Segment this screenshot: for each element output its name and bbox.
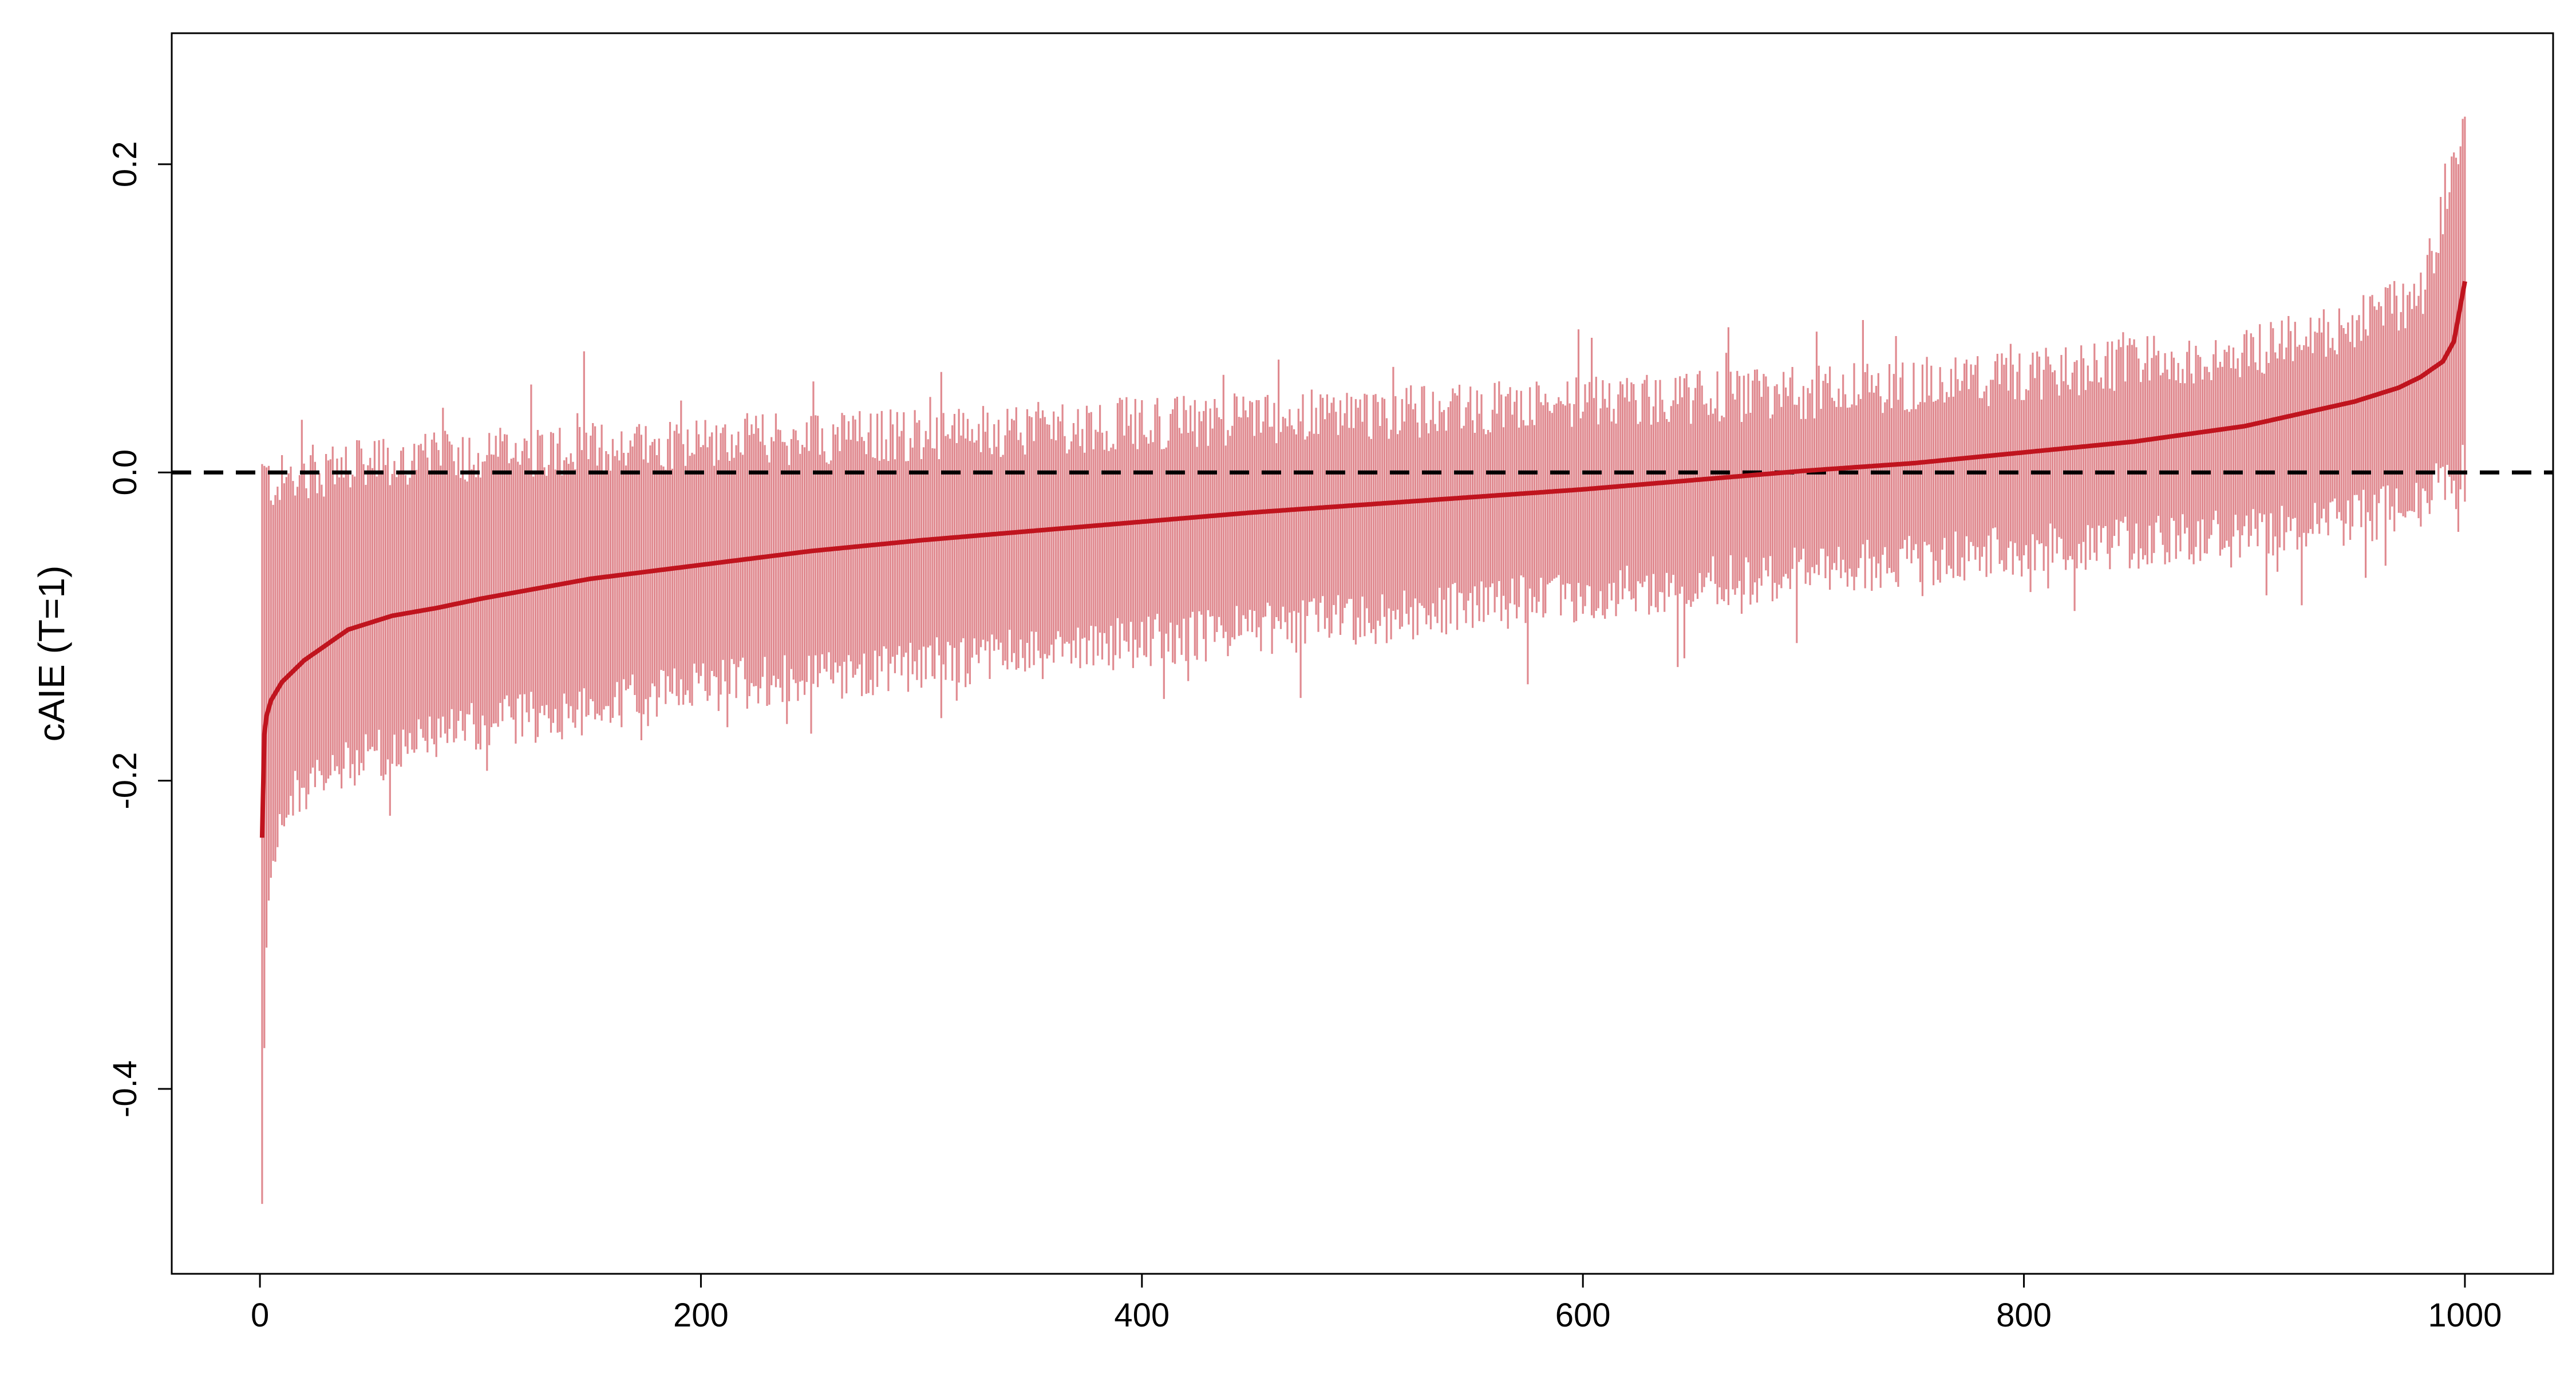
- x-tick-label: 200: [673, 1297, 729, 1334]
- y-tick-label: 0.2: [106, 141, 144, 187]
- x-tick-label: 800: [1996, 1297, 2052, 1334]
- y-axis: -0.4 -0.2 0.0 0.2: [106, 141, 172, 1118]
- y-tick-label: -0.4: [106, 1060, 144, 1118]
- x-tick-label: 1000: [2428, 1297, 2502, 1334]
- x-tick-label: 0: [251, 1297, 269, 1334]
- x-axis: 0 200 400 600 800 1000: [251, 1273, 2502, 1334]
- estimate-line: [259, 281, 2467, 838]
- y-axis-label: cAIE (T=1): [31, 566, 72, 742]
- x-tick-label: 400: [1114, 1297, 1170, 1334]
- y-tick-label: -0.2: [106, 752, 144, 810]
- interval-bars: [261, 116, 2466, 1204]
- estimate-line-layer: [259, 281, 2467, 838]
- x-tick-label: 600: [1555, 1297, 1611, 1334]
- y-tick-label: 0.0: [106, 449, 144, 496]
